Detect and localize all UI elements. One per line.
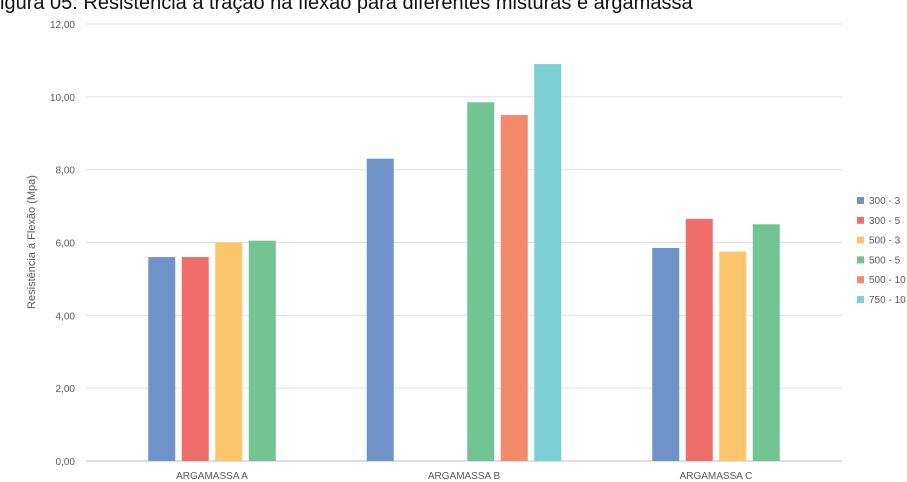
bar-500-5-argamassa-a	[248, 240, 276, 461]
y-tick-label: 0,00	[56, 457, 76, 468]
legend-swatch	[857, 276, 864, 284]
bar-500-10-argamassa-b	[500, 115, 528, 462]
x-category-label: ARGAMASSA C	[680, 471, 753, 482]
bar-500-3-argamassa-c	[719, 251, 747, 461]
y-tick-label: 4,00	[56, 311, 76, 322]
bar-300-3-argamassa-b	[366, 158, 394, 461]
legend-label: 500 - 5	[869, 255, 901, 266]
chart-title: igura 05: Resistência à tração na flexão…	[0, 0, 693, 14]
legend-label: 500 - 3	[869, 236, 901, 247]
bar-500-3-argamassa-a	[215, 242, 243, 461]
legend-swatch	[857, 236, 864, 244]
y-axis-title: Resistência à Flexão (Mpa)	[26, 175, 38, 309]
bar-500-5-argamassa-b	[467, 102, 495, 461]
bar-300-5-argamassa-c	[685, 218, 713, 461]
y-tick-label: 2,00	[56, 384, 76, 395]
bar-500-5-argamassa-c	[752, 224, 780, 461]
x-category-label: ARGAMASSA A	[176, 471, 248, 482]
y-tick-label: 12,00	[50, 20, 75, 31]
y-tick-label: 10,00	[50, 93, 75, 104]
legend-swatch	[857, 197, 864, 204]
legend-swatch	[857, 216, 864, 224]
bar-300-3-argamassa-a	[148, 257, 176, 461]
legend-label: 500 - 10	[869, 275, 906, 286]
y-tick-label: 8,00	[56, 166, 76, 177]
legend-label: 750 - 10	[869, 295, 906, 306]
x-category-label: ARGAMASSA B	[428, 471, 501, 482]
legend-swatch	[857, 256, 864, 264]
legend-swatch	[857, 296, 864, 303]
bar-300-3-argamassa-c	[652, 247, 680, 461]
legend-label: 300 - 5	[869, 216, 901, 227]
y-tick-label: 6,00	[56, 239, 76, 250]
legend-label: 300 - 3	[869, 196, 901, 207]
bar-750-10-argamassa-b	[534, 64, 562, 461]
bar-300-5-argamassa-a	[181, 257, 209, 461]
